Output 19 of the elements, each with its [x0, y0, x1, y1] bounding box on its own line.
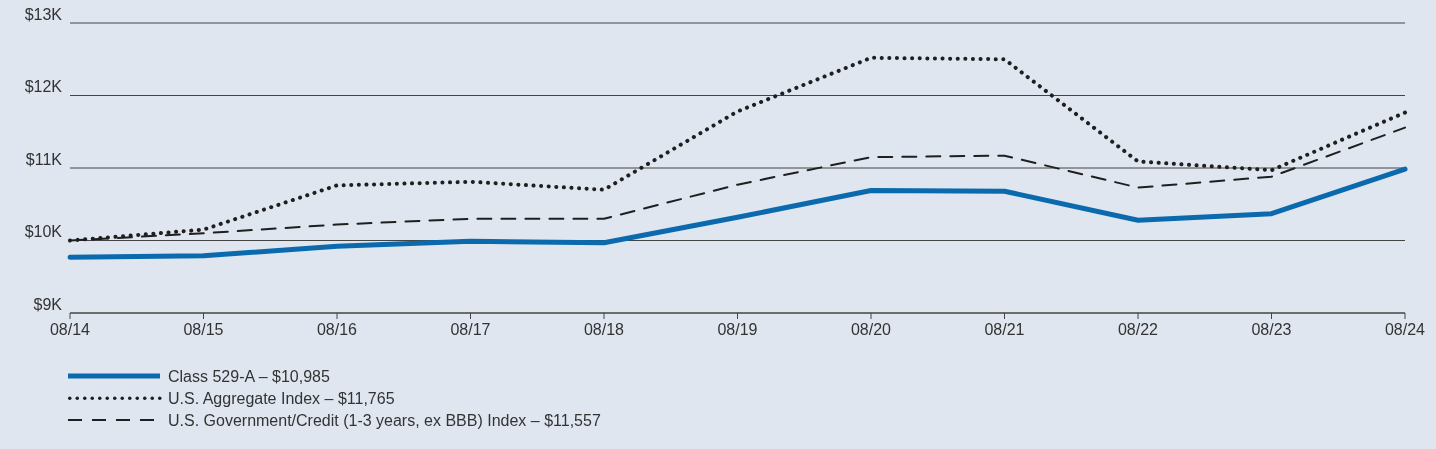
- x-tick-label: 08/19: [717, 321, 758, 338]
- y-tick-label: $11K: [25, 150, 63, 168]
- legend-label: Class 529-A – $10,985: [168, 367, 330, 385]
- y-tick-label: $10K: [24, 223, 63, 241]
- x-tick-label: 08/18: [583, 321, 625, 338]
- legend-label: U.S. Aggregate Index – $11,765: [168, 389, 395, 407]
- x-tick-label: 08/23: [1251, 321, 1292, 338]
- x-tick-label: 08/14: [49, 321, 91, 338]
- x-tick-label: 08/15: [183, 321, 224, 338]
- x-tick-label: 08/21: [984, 321, 1025, 338]
- y-tick-label: $13K: [24, 5, 63, 23]
- x-tick-label: 08/17: [450, 321, 491, 338]
- x-tick-label: 08/22: [1117, 321, 1159, 338]
- y-tick-label: $9K: [33, 295, 63, 313]
- x-tick-label: 08/24: [1384, 321, 1426, 338]
- y-tick-label: $12K: [24, 78, 63, 96]
- legend-label: U.S. Government/Credit (1-3 years, ex BBB) Index – $11,557: [168, 411, 601, 429]
- x-tick-label: 08/20: [850, 321, 892, 338]
- x-tick-label: 08/16: [316, 321, 358, 338]
